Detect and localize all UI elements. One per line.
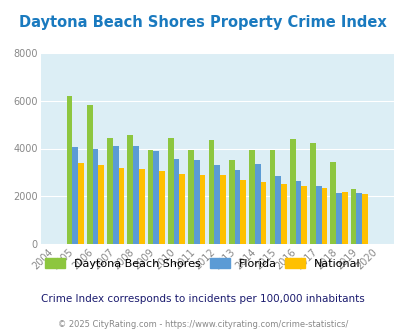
Bar: [98, 165, 104, 244]
Bar: [309, 143, 315, 244]
Bar: [341, 191, 347, 244]
Bar: [133, 146, 139, 244]
Bar: [361, 194, 367, 244]
Bar: [199, 175, 205, 244]
Bar: [260, 182, 266, 244]
Bar: [78, 163, 83, 244]
Bar: [87, 106, 92, 244]
Bar: [301, 185, 306, 244]
Bar: [188, 150, 194, 244]
Bar: [66, 96, 72, 244]
Text: Daytona Beach Shores Property Crime Index: Daytona Beach Shores Property Crime Inde…: [19, 15, 386, 30]
Bar: [280, 184, 286, 244]
Bar: [315, 185, 321, 244]
Bar: [220, 175, 225, 244]
Bar: [295, 181, 301, 244]
Bar: [127, 135, 133, 244]
Bar: [356, 193, 361, 244]
Bar: [321, 188, 326, 244]
Bar: [147, 150, 153, 244]
Text: Crime Index corresponds to incidents per 100,000 inhabitants: Crime Index corresponds to incidents per…: [41, 294, 364, 304]
Bar: [72, 147, 78, 244]
Bar: [234, 170, 240, 244]
Bar: [208, 140, 214, 244]
Bar: [168, 138, 173, 244]
Text: © 2025 CityRating.com - https://www.cityrating.com/crime-statistics/: © 2025 CityRating.com - https://www.city…: [58, 320, 347, 329]
Bar: [249, 150, 254, 244]
Bar: [118, 168, 124, 244]
Bar: [240, 180, 245, 244]
Bar: [139, 169, 144, 244]
Legend: Daytona Beach Shores, Florida, National: Daytona Beach Shores, Florida, National: [40, 254, 364, 273]
Bar: [335, 193, 341, 244]
Bar: [214, 165, 220, 244]
Bar: [107, 138, 113, 244]
Bar: [173, 159, 179, 244]
Bar: [254, 164, 260, 244]
Bar: [92, 148, 98, 244]
Bar: [350, 189, 356, 244]
Bar: [113, 146, 118, 244]
Bar: [269, 150, 275, 244]
Bar: [289, 139, 295, 244]
Bar: [159, 171, 164, 244]
Bar: [194, 160, 199, 244]
Bar: [228, 160, 234, 244]
Bar: [153, 151, 159, 244]
Bar: [275, 176, 280, 244]
Bar: [179, 174, 185, 244]
Bar: [330, 162, 335, 244]
